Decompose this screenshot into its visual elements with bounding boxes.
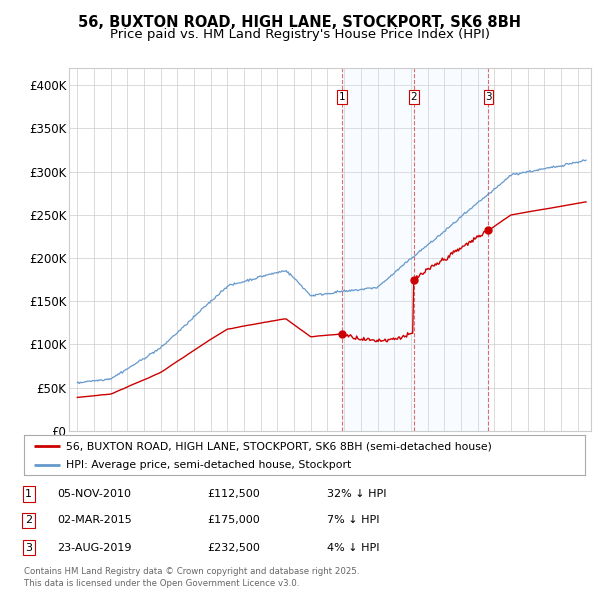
Text: 3: 3: [25, 543, 32, 552]
Bar: [341, 68, 488, 431]
Text: 56, BUXTON ROAD, HIGH LANE, STOCKPORT, SK6 8BH: 56, BUXTON ROAD, HIGH LANE, STOCKPORT, S…: [79, 15, 521, 30]
Text: £175,000: £175,000: [207, 516, 260, 525]
Text: 2: 2: [25, 516, 32, 525]
Text: 7% ↓ HPI: 7% ↓ HPI: [327, 516, 380, 525]
Text: £232,500: £232,500: [207, 543, 260, 552]
Text: 1: 1: [338, 92, 345, 102]
Text: 23-AUG-2019: 23-AUG-2019: [57, 543, 131, 552]
Text: 56, BUXTON ROAD, HIGH LANE, STOCKPORT, SK6 8BH (semi-detached house): 56, BUXTON ROAD, HIGH LANE, STOCKPORT, S…: [66, 441, 492, 451]
Text: Price paid vs. HM Land Registry's House Price Index (HPI): Price paid vs. HM Land Registry's House …: [110, 28, 490, 41]
Text: 4% ↓ HPI: 4% ↓ HPI: [327, 543, 380, 552]
Text: 32% ↓ HPI: 32% ↓ HPI: [327, 489, 386, 499]
Text: 2: 2: [410, 92, 417, 102]
Text: 3: 3: [485, 92, 492, 102]
Text: 02-MAR-2015: 02-MAR-2015: [57, 516, 132, 525]
Text: £112,500: £112,500: [207, 489, 260, 499]
Text: HPI: Average price, semi-detached house, Stockport: HPI: Average price, semi-detached house,…: [66, 460, 352, 470]
Text: 1: 1: [25, 489, 32, 499]
Text: Contains HM Land Registry data © Crown copyright and database right 2025.
This d: Contains HM Land Registry data © Crown c…: [24, 568, 359, 588]
Text: 05-NOV-2010: 05-NOV-2010: [57, 489, 131, 499]
